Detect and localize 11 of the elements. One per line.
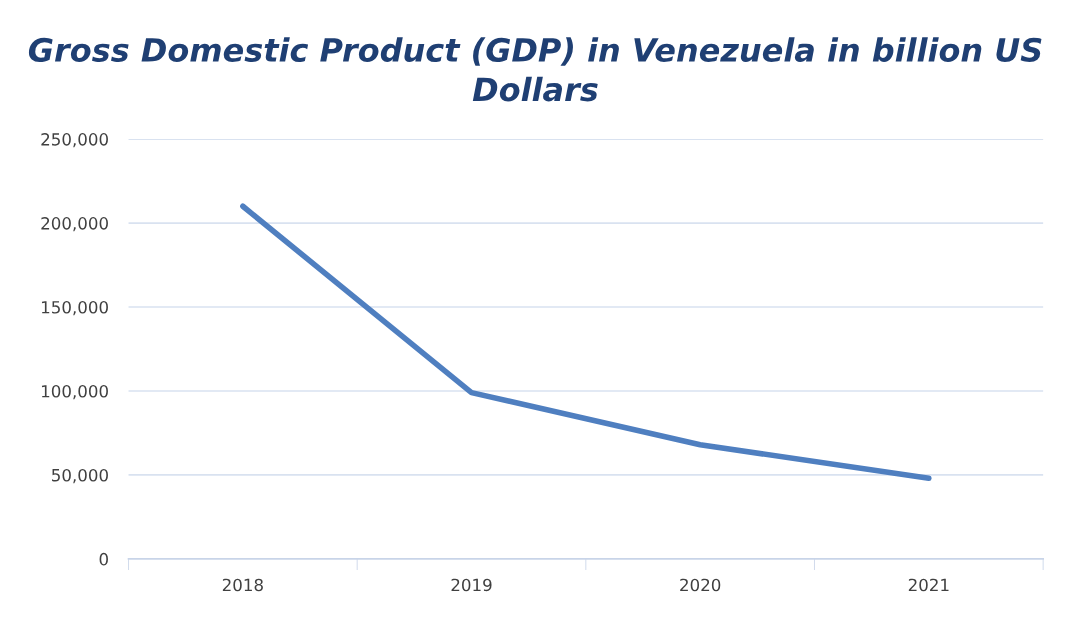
y-tick-label: 250,000 (41, 133, 108, 148)
chart-title: Gross Domestic Product (GDP) in Venezuela in billion US Dollars (28, 37, 1042, 102)
x-tick-label: 2020 (680, 578, 721, 592)
y-tick-label: 200,000 (41, 217, 108, 232)
x-tick-label: 2018 (222, 578, 263, 592)
x-tick-label: 2019 (451, 578, 492, 592)
y-tick-label: 100,000 (41, 384, 108, 400)
y-tick-label: 150,000 (41, 300, 108, 316)
y-tick-label: 50,000 (52, 468, 108, 484)
y-tick-label: 0 (99, 552, 108, 566)
x-tick-label: 2021 (908, 578, 949, 592)
